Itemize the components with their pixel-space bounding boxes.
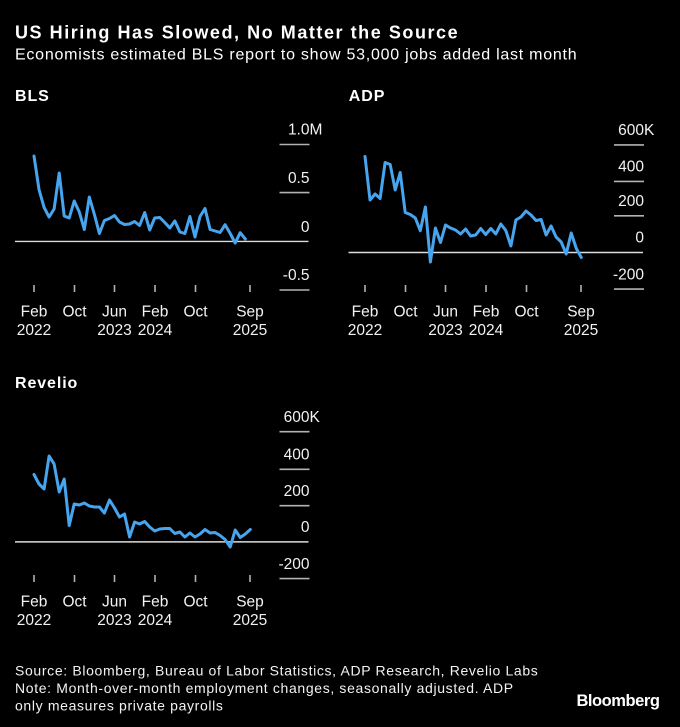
svg-text:Feb: Feb bbox=[21, 594, 48, 611]
svg-text:only measures private payrolls: only measures private payrolls bbox=[15, 698, 224, 714]
svg-text:Sep: Sep bbox=[567, 304, 595, 321]
svg-text:K: K bbox=[644, 122, 655, 139]
svg-text:Feb: Feb bbox=[142, 304, 169, 321]
svg-text:Oct: Oct bbox=[183, 594, 208, 611]
svg-text:0: 0 bbox=[301, 219, 310, 236]
svg-text:400: 400 bbox=[618, 159, 644, 176]
svg-text:Oct: Oct bbox=[62, 304, 87, 321]
svg-text:2024: 2024 bbox=[138, 322, 173, 339]
svg-text:600: 600 bbox=[618, 122, 644, 139]
svg-text:2022: 2022 bbox=[17, 612, 51, 629]
svg-text:600: 600 bbox=[284, 409, 310, 426]
svg-text:Oct: Oct bbox=[393, 304, 418, 321]
svg-text:2025: 2025 bbox=[564, 322, 598, 339]
svg-text:Sep: Sep bbox=[236, 304, 264, 321]
svg-text:Oct: Oct bbox=[62, 594, 87, 611]
svg-text:Revelio: Revelio bbox=[15, 375, 78, 392]
svg-text:0.5: 0.5 bbox=[288, 170, 310, 187]
svg-text:200: 200 bbox=[284, 483, 310, 500]
svg-text:2025: 2025 bbox=[233, 322, 267, 339]
svg-text:1.0: 1.0 bbox=[288, 122, 310, 139]
svg-text:ADP: ADP bbox=[349, 88, 385, 105]
svg-text:-0.5: -0.5 bbox=[283, 267, 310, 284]
svg-text:Feb: Feb bbox=[352, 304, 379, 321]
svg-text:Bloomberg: Bloomberg bbox=[576, 692, 659, 710]
svg-text:Oct: Oct bbox=[183, 304, 208, 321]
svg-text:Feb: Feb bbox=[21, 304, 48, 321]
svg-text:Jun: Jun bbox=[102, 304, 127, 321]
svg-text:2023: 2023 bbox=[97, 322, 131, 339]
svg-text:0: 0 bbox=[635, 230, 644, 247]
svg-text:2022: 2022 bbox=[17, 322, 51, 339]
svg-text:0: 0 bbox=[301, 519, 310, 536]
svg-text:K: K bbox=[310, 409, 321, 426]
svg-text:2023: 2023 bbox=[97, 612, 131, 629]
svg-text:Jun: Jun bbox=[433, 304, 458, 321]
svg-text:US Hiring Has Slowed, No Matte: US Hiring Has Slowed, No Matter the Sour… bbox=[15, 23, 459, 43]
svg-text:Jun: Jun bbox=[102, 594, 127, 611]
svg-text:Note: Month-over-month employm: Note: Month-over-month employment change… bbox=[15, 680, 514, 696]
svg-text:Oct: Oct bbox=[514, 304, 539, 321]
svg-text:-200: -200 bbox=[278, 556, 309, 573]
svg-text:M: M bbox=[310, 122, 323, 139]
svg-text:2025: 2025 bbox=[233, 612, 267, 629]
svg-text:Feb: Feb bbox=[142, 594, 169, 611]
svg-text:Sep: Sep bbox=[236, 594, 264, 611]
svg-text:Feb: Feb bbox=[473, 304, 500, 321]
svg-text:400: 400 bbox=[284, 447, 310, 464]
svg-text:BLS: BLS bbox=[15, 88, 50, 105]
svg-text:Economists estimated BLS repor: Economists estimated BLS report to show … bbox=[15, 47, 577, 64]
svg-text:Source: Bloomberg, Bureau of L: Source: Bloomberg, Bureau of Labor Stati… bbox=[15, 663, 538, 679]
svg-text:2022: 2022 bbox=[348, 322, 382, 339]
svg-text:2023: 2023 bbox=[428, 322, 462, 339]
svg-text:2024: 2024 bbox=[138, 612, 173, 629]
svg-text:2024: 2024 bbox=[469, 322, 504, 339]
svg-text:-200: -200 bbox=[613, 266, 644, 283]
svg-text:200: 200 bbox=[618, 193, 644, 210]
